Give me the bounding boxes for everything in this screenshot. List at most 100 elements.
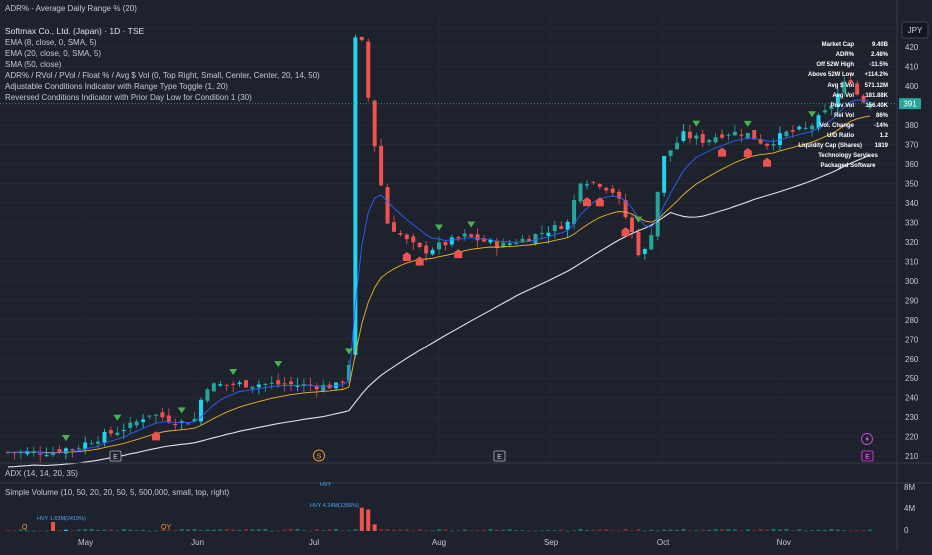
candle[interactable] (662, 155, 667, 197)
indicator-adjustable-conditions[interactable]: Adjustable Conditions Indicator with Ran… (5, 82, 228, 91)
candle[interactable] (642, 247, 647, 260)
candle[interactable] (147, 415, 152, 420)
candle[interactable] (244, 379, 249, 388)
candle[interactable] (121, 423, 126, 439)
candle[interactable] (385, 184, 390, 224)
candle[interactable] (192, 412, 197, 423)
candle[interactable] (269, 375, 274, 390)
candle[interactable] (173, 418, 178, 431)
candle[interactable] (205, 387, 210, 403)
candle[interactable] (629, 214, 634, 239)
candle[interactable] (282, 377, 287, 392)
candle[interactable] (726, 133, 731, 141)
candle[interactable] (379, 138, 384, 187)
earnings-marker[interactable]: E (493, 450, 506, 462)
candle[interactable] (398, 230, 403, 237)
candle[interactable] (469, 233, 474, 238)
candle[interactable] (507, 239, 512, 248)
candle[interactable] (765, 142, 770, 150)
candle[interactable] (404, 232, 409, 245)
candle[interactable] (777, 126, 782, 151)
candle[interactable] (797, 125, 802, 131)
candle[interactable] (424, 241, 429, 261)
candle[interactable] (134, 418, 139, 429)
candle[interactable] (745, 132, 750, 141)
candle[interactable] (231, 380, 236, 393)
candle[interactable] (655, 191, 660, 240)
candle[interactable] (443, 240, 448, 251)
candle[interactable] (366, 38, 371, 102)
indicator-adr-table[interactable]: ADR% / RVol / PVol / Float % / Avg $ Vol… (5, 71, 320, 80)
candle[interactable] (359, 36, 364, 42)
indicator-ema20[interactable]: EMA (20, close, 0, SMA, 5) (5, 49, 101, 58)
dividend-icon[interactable] (861, 433, 873, 445)
candle[interactable] (681, 124, 686, 143)
time-axis[interactable]: May Jun Jul Aug Sep Oct Nov (78, 538, 791, 547)
candle[interactable] (411, 233, 416, 250)
candle[interactable] (739, 128, 744, 143)
currency-badge[interactable] (901, 21, 929, 39)
candle[interactable] (482, 234, 487, 243)
candle[interactable] (108, 426, 113, 438)
candle[interactable] (276, 373, 281, 388)
split-marker[interactable]: S (313, 449, 325, 462)
candle[interactable] (198, 397, 203, 426)
candle[interactable] (694, 132, 699, 145)
candle[interactable] (803, 121, 808, 131)
indicator-ema8[interactable]: EMA (8, close, 0, SMA, 5) (5, 38, 97, 47)
candle[interactable] (578, 182, 583, 204)
candle[interactable] (372, 99, 377, 152)
candle[interactable] (166, 408, 171, 425)
earnings-marker[interactable]: E (109, 450, 122, 462)
candle[interactable] (160, 407, 165, 421)
symbol-title[interactable]: Softmax Co., Ltd. (Japan) · 1D · TSE (5, 26, 145, 36)
candle[interactable] (675, 136, 680, 150)
candle[interactable] (861, 93, 866, 104)
candle[interactable] (456, 236, 461, 242)
candle[interactable] (700, 129, 705, 148)
adx-label[interactable]: ADX (14, 14, 20, 35) (5, 469, 78, 478)
candle[interactable] (462, 229, 467, 241)
candle[interactable] (565, 219, 570, 238)
candle[interactable] (295, 377, 300, 392)
candle[interactable] (527, 235, 532, 242)
candle[interactable] (51, 446, 56, 458)
candle[interactable] (141, 414, 146, 428)
candle[interactable] (12, 451, 17, 460)
candle[interactable] (552, 220, 557, 239)
indicator-reversed-conditions[interactable]: Reversed Conditions Indicator with Prior… (5, 93, 252, 102)
candle[interactable] (771, 138, 776, 151)
candle[interactable] (848, 72, 853, 85)
candle[interactable] (449, 234, 454, 248)
candle[interactable] (713, 133, 718, 145)
candle[interactable] (784, 130, 789, 139)
candle[interactable] (623, 193, 628, 220)
candle[interactable] (604, 186, 609, 194)
candle[interactable] (76, 444, 81, 451)
candle[interactable] (256, 380, 261, 395)
candle[interactable] (687, 124, 692, 144)
candle[interactable] (237, 380, 242, 387)
candle[interactable] (790, 125, 795, 138)
candle[interactable] (591, 181, 596, 185)
candle[interactable] (38, 446, 43, 463)
candle[interactable] (128, 416, 133, 433)
candle[interactable] (597, 182, 602, 190)
candle[interactable] (539, 225, 544, 240)
candle[interactable] (707, 139, 712, 146)
candle[interactable] (218, 381, 223, 387)
candle[interactable] (289, 376, 294, 391)
candle[interactable] (115, 426, 120, 437)
candle[interactable] (63, 447, 68, 460)
candle[interactable] (752, 129, 757, 140)
candle[interactable] (417, 242, 422, 249)
candle[interactable] (855, 80, 860, 96)
candle[interactable] (636, 228, 641, 257)
candle[interactable] (559, 221, 564, 230)
candle[interactable] (610, 185, 615, 197)
candle[interactable] (842, 76, 847, 98)
candle[interactable] (649, 229, 654, 251)
earnings-marker-upcoming[interactable]: E (861, 450, 874, 462)
candle[interactable] (314, 382, 319, 398)
candle[interactable] (153, 413, 158, 424)
